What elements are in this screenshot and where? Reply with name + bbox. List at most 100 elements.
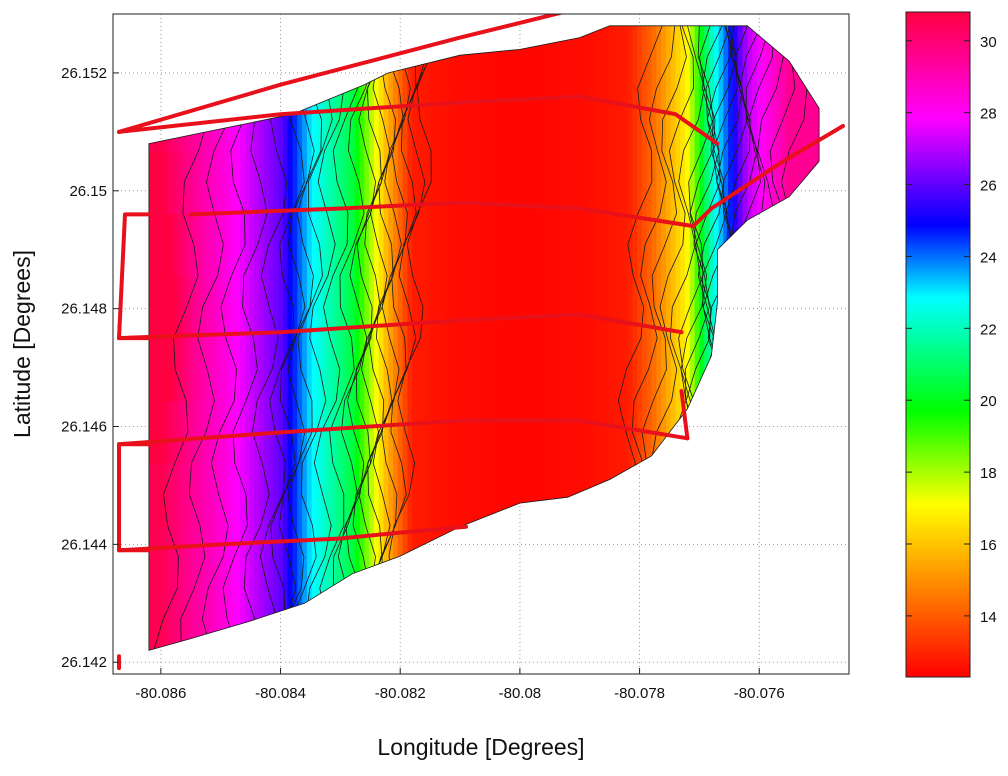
field-cell — [306, 525, 313, 589]
field-cell — [780, 88, 787, 152]
field-cell — [158, 463, 165, 527]
field-cell — [546, 88, 552, 152]
colorbar: 14 16 18 20 22 24 26 28 30 — [905, 11, 997, 678]
field-cell — [230, 213, 236, 277]
field-cell — [263, 25, 270, 90]
survey-track — [117, 418, 690, 447]
field-cell — [809, 400, 816, 464]
field-cell — [488, 338, 495, 402]
field-cell — [206, 275, 212, 339]
field-cell — [359, 588, 366, 651]
field-cell — [417, 588, 423, 651]
field-cell — [225, 588, 232, 651]
field-cell — [450, 275, 457, 339]
field-cell — [555, 275, 562, 339]
field-cell — [469, 400, 476, 464]
field-cell — [431, 400, 437, 464]
field-cell — [445, 275, 452, 339]
field-cell — [555, 88, 562, 152]
field-cell — [560, 25, 567, 90]
field-cell — [670, 338, 677, 402]
colorbar-tick-label: 22 — [980, 321, 997, 338]
field-cell — [268, 338, 275, 402]
colorbar-tick-label: 28 — [980, 106, 997, 123]
field-cell — [196, 400, 203, 464]
field-cell — [359, 213, 366, 277]
field-cell — [766, 400, 772, 464]
field-cell — [713, 588, 720, 651]
field-cell — [326, 25, 332, 90]
field-cell — [254, 25, 260, 90]
field-cell — [450, 525, 457, 589]
field-cell — [766, 338, 772, 402]
field-cell — [350, 338, 356, 402]
survey-track — [117, 14, 565, 134]
field-cell — [507, 463, 514, 527]
field-cell — [321, 525, 327, 589]
field-cell — [618, 88, 624, 152]
field-cell — [278, 463, 284, 527]
field-cell — [522, 588, 528, 651]
field-cell — [321, 213, 327, 277]
field-cell — [172, 275, 179, 339]
field-cell — [541, 275, 547, 339]
field-cell — [699, 88, 705, 152]
field-cell — [426, 400, 433, 464]
field-cell — [407, 150, 413, 214]
field-cell — [594, 150, 600, 214]
field-cell — [780, 275, 787, 339]
field-cell — [723, 525, 729, 589]
field-cell — [536, 400, 543, 464]
field-cell — [484, 275, 490, 339]
field-cell — [321, 25, 327, 90]
field-cell — [201, 213, 208, 277]
field-cell — [565, 213, 571, 277]
field-cell — [148, 525, 155, 589]
field-cell — [507, 25, 514, 90]
field-cell — [460, 150, 466, 214]
field-cell — [460, 463, 466, 527]
field-cell — [795, 400, 801, 464]
field-cell — [321, 150, 327, 214]
field-cell — [627, 25, 634, 90]
field-cell — [522, 525, 528, 589]
field-cell — [512, 400, 519, 464]
field-cell — [603, 338, 610, 402]
field-cell — [512, 213, 519, 277]
field-cell — [742, 25, 749, 90]
field-cell — [177, 25, 184, 90]
field-cell — [809, 88, 816, 152]
field-cell — [498, 88, 504, 152]
field-cell — [742, 88, 749, 152]
field-cell — [402, 25, 409, 90]
field-cell — [364, 338, 370, 402]
field-cell — [302, 88, 308, 152]
survey-track — [679, 389, 690, 441]
field-cell — [790, 338, 796, 402]
field-cell — [799, 88, 806, 152]
field-cell — [474, 588, 480, 651]
field-cell — [484, 338, 490, 402]
field-cell — [642, 525, 648, 589]
field-cell — [235, 338, 241, 402]
field-cell — [622, 525, 629, 589]
field-cell — [589, 150, 595, 214]
field-cell — [153, 463, 160, 527]
field-cell — [618, 213, 624, 277]
field-cell — [665, 338, 672, 402]
survey-track — [117, 312, 684, 341]
field-cell — [814, 338, 820, 402]
field-cell — [292, 525, 299, 589]
field-cell — [804, 213, 811, 277]
field-cell — [594, 400, 600, 464]
field-cell — [172, 525, 179, 589]
field-cell — [589, 338, 595, 402]
field-cell — [254, 88, 260, 152]
field-cell — [460, 588, 466, 651]
field-cell — [397, 88, 404, 152]
field-cell — [675, 88, 682, 152]
field-cell — [766, 150, 772, 214]
field-cell — [177, 275, 184, 339]
field-cell — [632, 213, 638, 277]
